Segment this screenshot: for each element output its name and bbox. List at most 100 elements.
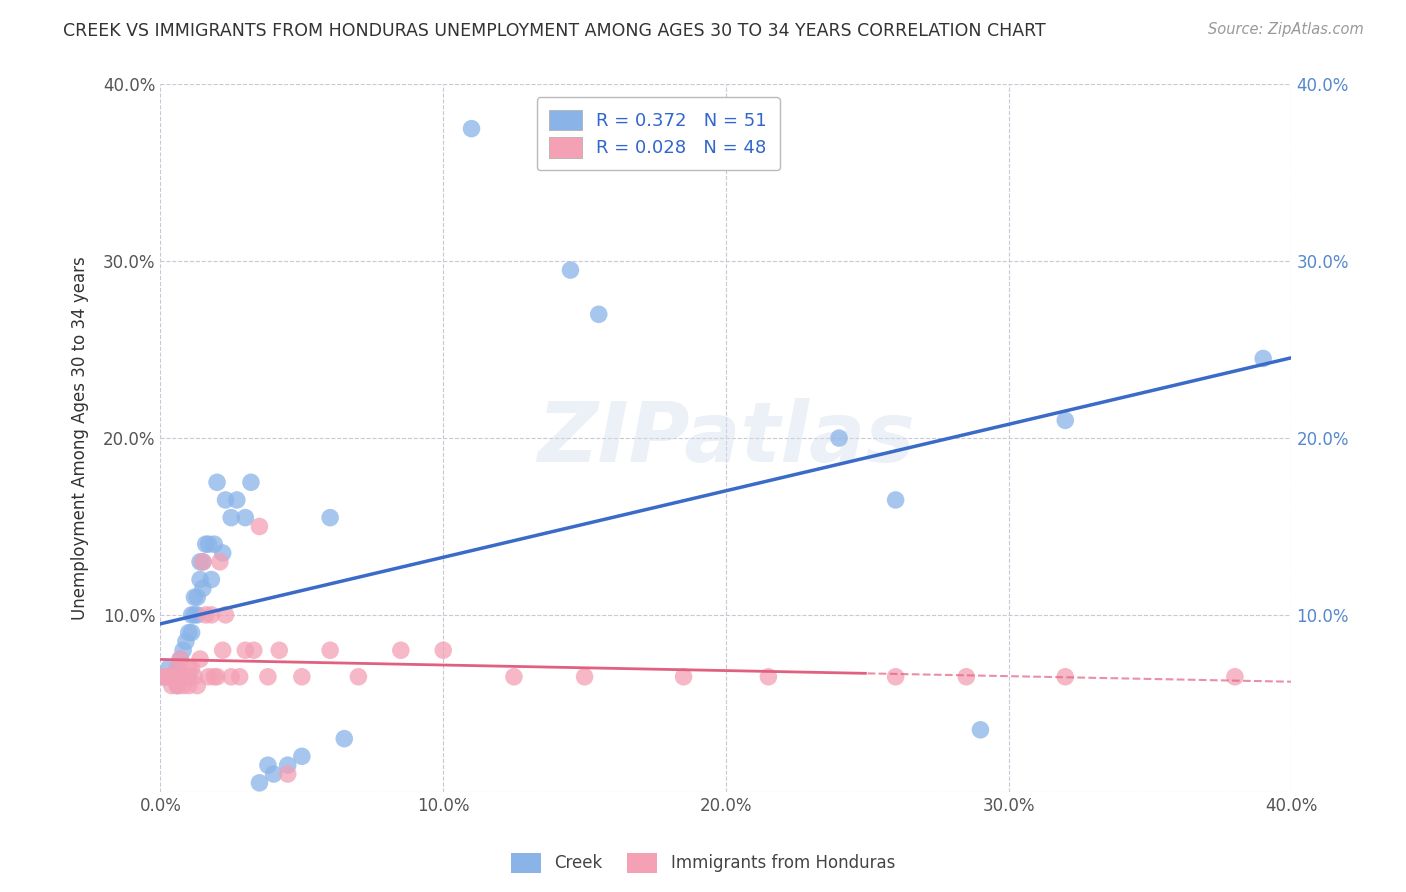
Point — [172, 670, 194, 684]
Point — [172, 643, 194, 657]
Point — [186, 591, 208, 605]
Point — [188, 555, 211, 569]
Point — [211, 546, 233, 560]
Point — [155, 670, 177, 684]
Point — [180, 607, 202, 622]
Point — [588, 307, 610, 321]
Point — [1054, 413, 1077, 427]
Point — [202, 537, 225, 551]
Point — [233, 510, 256, 524]
Point — [194, 537, 217, 551]
Point — [169, 652, 191, 666]
Point — [188, 652, 211, 666]
Point — [460, 121, 482, 136]
Point — [191, 555, 214, 569]
Point — [200, 573, 222, 587]
Point — [174, 670, 197, 684]
Point — [186, 607, 208, 622]
Point — [291, 749, 314, 764]
Point — [243, 643, 266, 657]
Point — [160, 670, 183, 684]
Point — [277, 767, 299, 781]
Point — [169, 670, 191, 684]
Point — [155, 670, 177, 684]
Point — [758, 670, 780, 684]
Point — [180, 625, 202, 640]
Point — [319, 643, 342, 657]
Point — [1251, 351, 1274, 366]
Point — [263, 767, 285, 781]
Point — [1054, 670, 1077, 684]
Point — [214, 607, 236, 622]
Point — [166, 661, 188, 675]
Point — [166, 679, 188, 693]
Point — [169, 652, 191, 666]
Point — [188, 573, 211, 587]
Text: CREEK VS IMMIGRANTS FROM HONDURAS UNEMPLOYMENT AMONG AGES 30 TO 34 YEARS CORRELA: CREEK VS IMMIGRANTS FROM HONDURAS UNEMPL… — [63, 22, 1046, 40]
Point — [257, 758, 280, 772]
Point — [277, 758, 299, 772]
Point — [194, 607, 217, 622]
Point — [828, 431, 851, 445]
Point — [257, 670, 280, 684]
Point — [172, 670, 194, 684]
Point — [347, 670, 370, 684]
Point — [214, 492, 236, 507]
Point — [319, 510, 342, 524]
Point — [191, 582, 214, 596]
Point — [219, 670, 242, 684]
Point — [177, 625, 200, 640]
Point — [177, 670, 200, 684]
Point — [208, 555, 231, 569]
Point — [163, 670, 186, 684]
Point — [205, 475, 228, 490]
Point — [186, 679, 208, 693]
Point — [157, 670, 180, 684]
Point — [205, 670, 228, 684]
Point — [239, 475, 262, 490]
Point — [174, 634, 197, 648]
Point — [197, 537, 219, 551]
Point — [160, 679, 183, 693]
Point — [177, 661, 200, 675]
Point — [211, 643, 233, 657]
Point — [969, 723, 991, 737]
Point — [157, 661, 180, 675]
Point — [191, 555, 214, 569]
Point — [389, 643, 412, 657]
Point — [174, 670, 197, 684]
Text: Source: ZipAtlas.com: Source: ZipAtlas.com — [1208, 22, 1364, 37]
Point — [432, 643, 454, 657]
Point — [503, 670, 526, 684]
Point — [225, 492, 247, 507]
Point — [233, 643, 256, 657]
Point — [177, 679, 200, 693]
Point — [172, 679, 194, 693]
Point — [672, 670, 695, 684]
Point — [202, 670, 225, 684]
Point — [228, 670, 250, 684]
Legend: Creek, Immigrants from Honduras: Creek, Immigrants from Honduras — [505, 847, 901, 880]
Point — [152, 670, 174, 684]
Point — [183, 591, 205, 605]
Point — [249, 776, 271, 790]
Point — [183, 670, 205, 684]
Point — [152, 670, 174, 684]
Point — [169, 670, 191, 684]
Point — [219, 510, 242, 524]
Y-axis label: Unemployment Among Ages 30 to 34 years: Unemployment Among Ages 30 to 34 years — [72, 256, 89, 620]
Point — [197, 670, 219, 684]
Point — [955, 670, 977, 684]
Point — [166, 661, 188, 675]
Point — [163, 670, 186, 684]
Point — [1223, 670, 1246, 684]
Point — [166, 679, 188, 693]
Point — [291, 670, 314, 684]
Point — [333, 731, 356, 746]
Point — [574, 670, 596, 684]
Point — [269, 643, 291, 657]
Point — [560, 263, 582, 277]
Point — [180, 661, 202, 675]
Point — [200, 607, 222, 622]
Point — [884, 670, 907, 684]
